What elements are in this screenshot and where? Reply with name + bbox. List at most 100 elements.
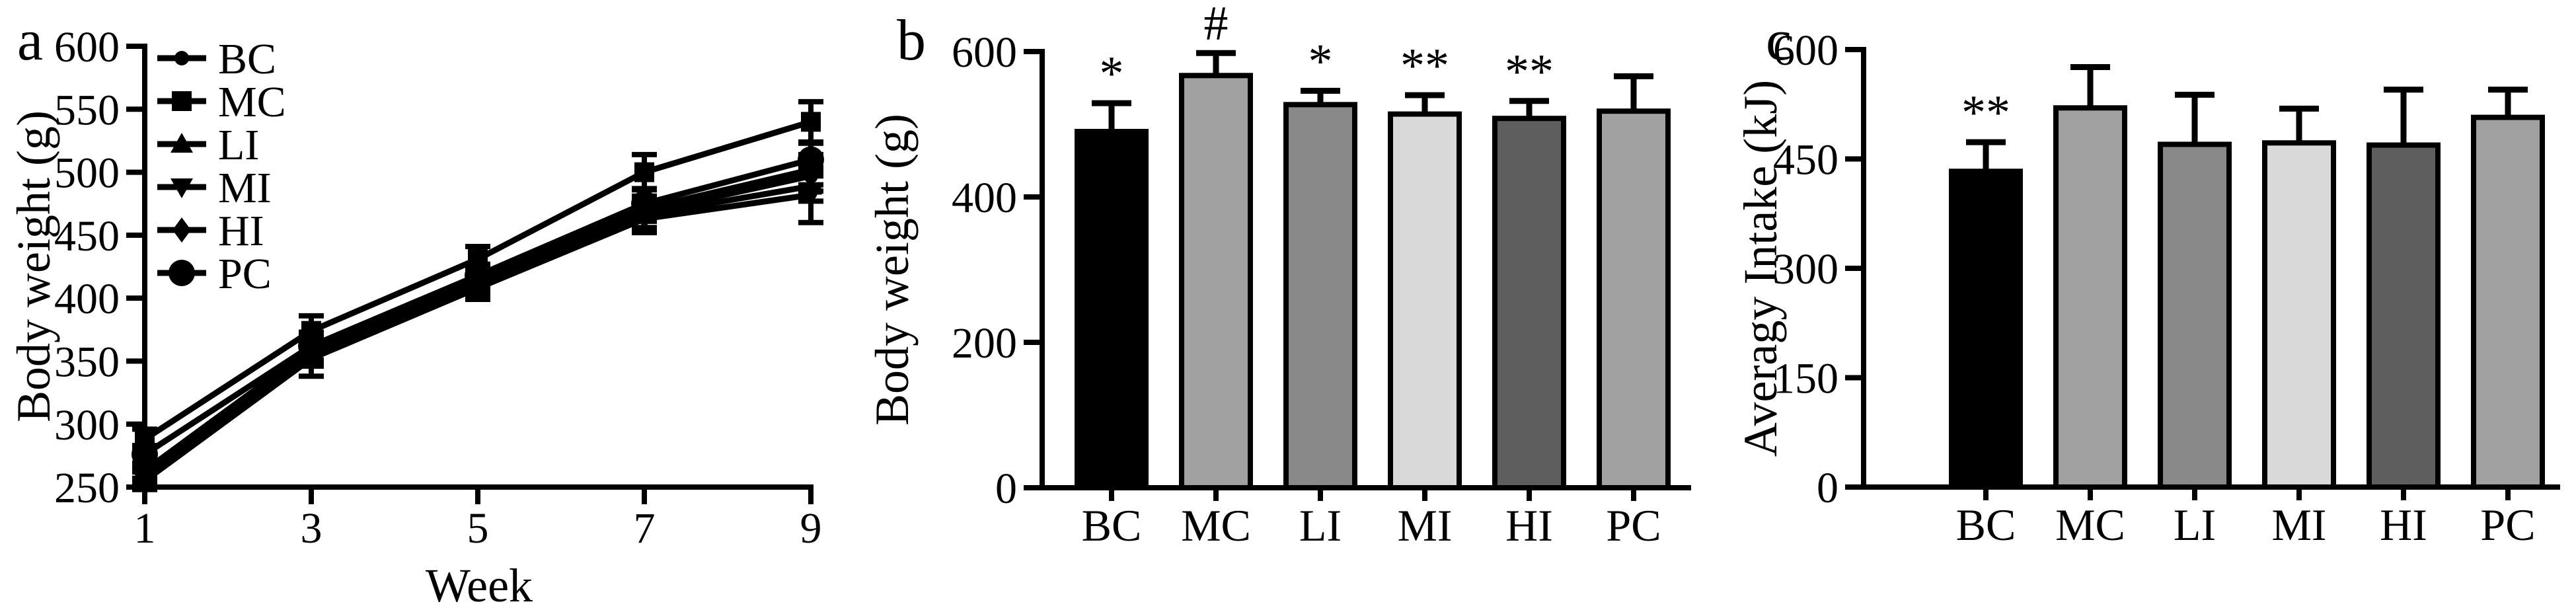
legend-label: MI xyxy=(218,164,272,212)
error-bar-HI xyxy=(2384,87,2423,145)
error-bar-LI xyxy=(2175,91,2215,145)
legend-entry-MI: MI xyxy=(157,164,272,212)
legend-entry-MC: MC xyxy=(157,78,286,126)
marker-shape xyxy=(169,260,195,286)
bar-group-MC: MC # xyxy=(1179,0,1253,551)
x-tick-label: 9 xyxy=(800,504,822,553)
panel-a-line-chart: 250 300 350 400 450 500 550 600 1 3 5 7 9 Week Body we… xyxy=(7,23,824,610)
legend-label: HI xyxy=(218,207,264,255)
legend-marker xyxy=(170,178,193,198)
x-axis-title: Week xyxy=(426,559,533,610)
y-tick-label: 0 xyxy=(995,465,1017,513)
bar-BC xyxy=(1075,129,1149,490)
legend-entry-PC: PC xyxy=(157,250,272,298)
bar-group-PC: PC xyxy=(2471,87,2545,550)
legend-entry-HI: HI xyxy=(157,207,264,255)
y-tick-label: 600 xyxy=(1773,26,1838,75)
y-tick-label: 600 xyxy=(54,23,120,71)
legend-marker xyxy=(172,91,192,111)
marker-shape xyxy=(172,91,192,111)
error-bar-MC xyxy=(2070,63,2110,108)
bar-PC xyxy=(1597,108,1671,490)
x-tick-label: 3 xyxy=(301,504,322,553)
data-point-marker xyxy=(465,262,491,289)
x-tick-label: 7 xyxy=(634,504,656,553)
y-tick-label: 0 xyxy=(1817,464,1838,512)
category-label: MI xyxy=(1397,500,1452,551)
bar-group-MC: MC xyxy=(2053,63,2127,550)
legend-label: MC xyxy=(218,78,286,126)
data-point-marker xyxy=(798,146,824,173)
marker-shape xyxy=(634,162,654,182)
series-PC xyxy=(132,140,824,468)
bar-BC xyxy=(1949,169,2023,490)
legend-entry-BC: BC xyxy=(157,35,276,83)
error-bar-LI xyxy=(1301,87,1340,105)
y-tick-label: 300 xyxy=(54,401,120,449)
y-tick-label: 500 xyxy=(54,149,120,198)
data-point-marker xyxy=(132,441,158,468)
panel-c-bar-chart: 0 150 300 450 600 Averagy Intake (kJ) BC ** MC LI… xyxy=(1734,26,2560,550)
category-label: PC xyxy=(1606,500,1661,551)
data-point-marker xyxy=(800,186,822,206)
legend-label: PC xyxy=(218,250,272,298)
significance-marker: # xyxy=(1204,0,1229,51)
y-tick-label: 350 xyxy=(54,338,120,387)
bar-LI xyxy=(2158,141,2232,490)
bar-group-BC: BC ** xyxy=(1949,86,2023,550)
y-tick-label: 300 xyxy=(1773,245,1838,293)
axes xyxy=(126,44,814,504)
category-label: BC xyxy=(1082,500,1142,551)
marker-shape xyxy=(174,51,189,65)
marker-shape xyxy=(172,217,191,243)
panel-letter-a: a xyxy=(17,9,44,73)
bar-group-HI: HI ** xyxy=(1492,45,1566,551)
data-point-marker xyxy=(298,332,324,360)
marker-shape xyxy=(170,133,193,153)
marker-shape xyxy=(801,112,821,132)
data-point-marker xyxy=(631,190,658,217)
marker-shape xyxy=(798,146,824,173)
bar-MI xyxy=(2262,140,2336,490)
category-label: LI xyxy=(2174,500,2216,550)
legend-entry-LI: LI xyxy=(157,121,259,169)
category-label: BC xyxy=(1956,500,2016,550)
panel-letter-b: b xyxy=(897,9,926,73)
error-bar-BC xyxy=(1092,100,1131,132)
bar-PC xyxy=(2471,114,2545,490)
bar-MC xyxy=(2053,105,2127,490)
y-axis-title: Body weight (g) xyxy=(7,110,60,422)
legend-label: BC xyxy=(218,35,276,83)
significance-marker: * xyxy=(1100,47,1124,101)
bar-group-MI: MI xyxy=(2262,105,2336,550)
category-label: MC xyxy=(1181,500,1251,551)
error-bar-MC xyxy=(1196,50,1236,76)
y-tick-label: 200 xyxy=(952,319,1017,367)
axes xyxy=(1024,49,1691,490)
y-tick-label: 150 xyxy=(1773,355,1838,403)
y-tick-label: 450 xyxy=(1773,136,1838,184)
legend-label: LI xyxy=(218,121,259,169)
significance-marker: ** xyxy=(1400,39,1449,93)
error-bar-PC xyxy=(2488,87,2528,118)
x-tick-label: 5 xyxy=(467,504,489,553)
panel-letter-c: c xyxy=(1766,9,1792,73)
marker-shape xyxy=(631,190,658,217)
marker-shape xyxy=(465,262,491,289)
error-bar-MI xyxy=(2279,105,2319,143)
y-tick-label: 550 xyxy=(54,86,120,134)
y-axis-title: Averagy Intake (kJ) xyxy=(1734,80,1787,457)
legend-marker xyxy=(170,133,193,153)
data-point-marker xyxy=(634,162,654,182)
y-tick-label: 250 xyxy=(54,464,120,512)
significance-marker: ** xyxy=(1505,45,1554,99)
bar-MC xyxy=(1179,73,1253,491)
error-bar-BC xyxy=(1966,139,2006,172)
bar-group-PC: PC xyxy=(1597,73,1671,551)
marker-shape xyxy=(170,178,193,198)
category-label: LI xyxy=(1299,500,1342,551)
legend-marker xyxy=(172,217,191,243)
y-tick-label: 450 xyxy=(54,212,120,260)
